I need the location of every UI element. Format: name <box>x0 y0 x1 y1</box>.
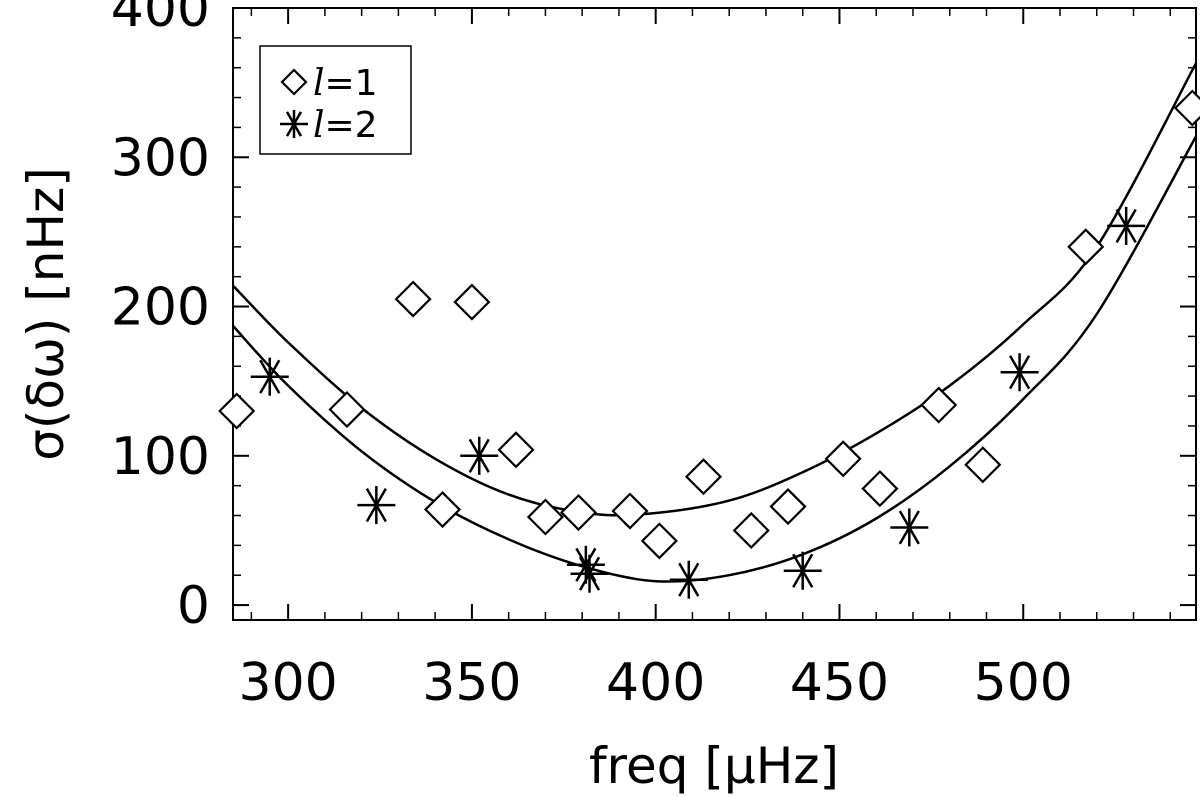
data-point-l1 <box>1067 228 1105 266</box>
data-point-l1 <box>861 470 899 508</box>
fit-curves <box>232 62 1198 583</box>
x-tick-label: 350 <box>422 653 521 713</box>
data-point-l2 <box>890 508 929 547</box>
legend-value: =1 <box>325 63 378 104</box>
legend-box <box>259 45 412 155</box>
data-point-l2 <box>460 436 499 475</box>
data-point-l1 <box>453 283 491 321</box>
data-point-l2 <box>783 551 822 590</box>
y-tick-label: 200 <box>111 278 210 338</box>
x-tick-label: 450 <box>790 653 889 713</box>
data-point-l1 <box>769 488 807 526</box>
legend-label: l=2 <box>313 105 378 146</box>
data-point-l2 <box>1107 206 1146 245</box>
data-point-l1 <box>526 498 564 536</box>
data-point-l2 <box>250 357 289 396</box>
legend-symbol: l <box>313 63 325 104</box>
fit-curve <box>232 62 1198 517</box>
data-point-l1 <box>559 493 598 532</box>
data-point-l2 <box>357 486 396 525</box>
data-point-l1 <box>732 511 770 549</box>
legend-label: l=1 <box>313 63 378 104</box>
x-tick-label: 300 <box>239 653 338 713</box>
data-point-l1 <box>611 492 649 530</box>
data-point-l1 <box>394 280 432 318</box>
data-point-l2 <box>566 545 605 584</box>
data-point-l1 <box>684 458 723 496</box>
plot-frame <box>232 7 1197 621</box>
data-point-l1 <box>640 522 678 560</box>
legend-marker-l1 <box>280 68 308 96</box>
y-tick-label: 0 <box>177 576 210 636</box>
data-point-l1 <box>328 390 366 429</box>
y-tick-label: 400 <box>111 0 210 39</box>
legend: l=1l=2 <box>259 45 412 155</box>
x-tick-label: 400 <box>606 653 705 713</box>
data-point-l1 <box>423 490 462 529</box>
legend-symbol: l <box>313 105 325 146</box>
legend-marker-l2 <box>280 110 308 138</box>
fit-curve <box>232 135 1198 583</box>
axis-ticks: 300 350 400 450 500 0 100 200 300 400 <box>111 0 1196 713</box>
legend-value: =2 <box>325 105 378 146</box>
data-point-l2 <box>669 560 708 599</box>
data-point-l1 <box>920 386 958 424</box>
data-point-l1 <box>964 446 1002 484</box>
x-tick-label: 500 <box>974 653 1073 713</box>
x-axis-label: freq [μHz] <box>589 737 839 795</box>
data-point-l2 <box>1000 353 1039 392</box>
data-point-l1 <box>1173 89 1200 127</box>
y-tick-label: 300 <box>111 128 210 188</box>
y-tick-label: 100 <box>111 427 210 487</box>
y-axis-label: σ(δω) [nHz] <box>17 167 75 461</box>
data-points <box>218 89 1200 599</box>
data-point-l1 <box>497 431 535 469</box>
data-point-l2 <box>570 554 609 593</box>
data-point-l1 <box>824 440 862 478</box>
data-point-l1 <box>218 392 256 430</box>
